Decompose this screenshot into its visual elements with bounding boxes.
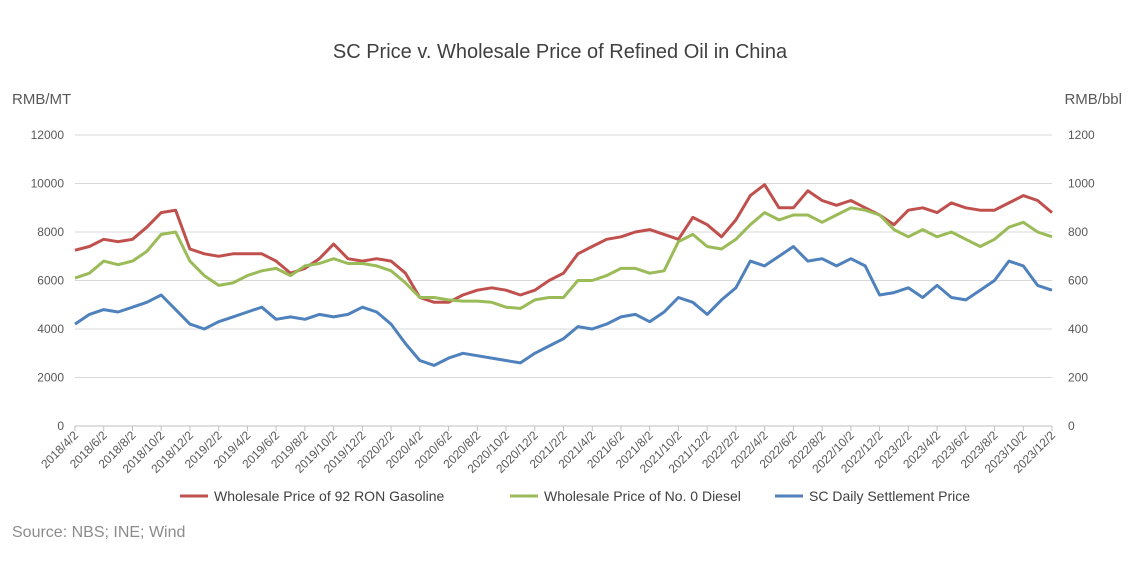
series-line [74,183,1053,304]
legend-label: SC Daily Settlement Price [809,488,970,504]
chart-title: SC Price v. Wholesale Price of Refined O… [333,41,788,63]
y2-tick-label: 0 [1068,419,1075,433]
y2-tick-label: 1000 [1068,177,1095,191]
source-note: Source: NBS; INE; Wind [12,524,185,541]
y-tick-label: 12000 [31,128,65,142]
y2-tick-label: 400 [1068,322,1088,336]
series-line [74,245,1053,367]
y-tick-label: 8000 [37,225,64,239]
y-axis-label: RMB/MT [12,91,71,108]
y-tick-label: 4000 [37,322,64,336]
y-tick-label: 10000 [31,177,65,191]
y2-axis-label: RMB/bbl [1064,91,1122,108]
y-tick-label: 0 [57,419,64,433]
legend-label: Wholesale Price of No. 0 Diesel [544,488,741,504]
y-tick-label: 6000 [37,274,64,288]
y2-tick-label: 200 [1068,371,1088,385]
y2-tick-label: 1200 [1068,128,1095,142]
y2-tick-label: 800 [1068,225,1088,239]
y-tick-label: 2000 [37,371,64,385]
legend-label: Wholesale Price of 92 RON Gasoline [214,488,445,504]
series-line [74,206,1053,310]
y2-tick-label: 600 [1068,274,1088,288]
